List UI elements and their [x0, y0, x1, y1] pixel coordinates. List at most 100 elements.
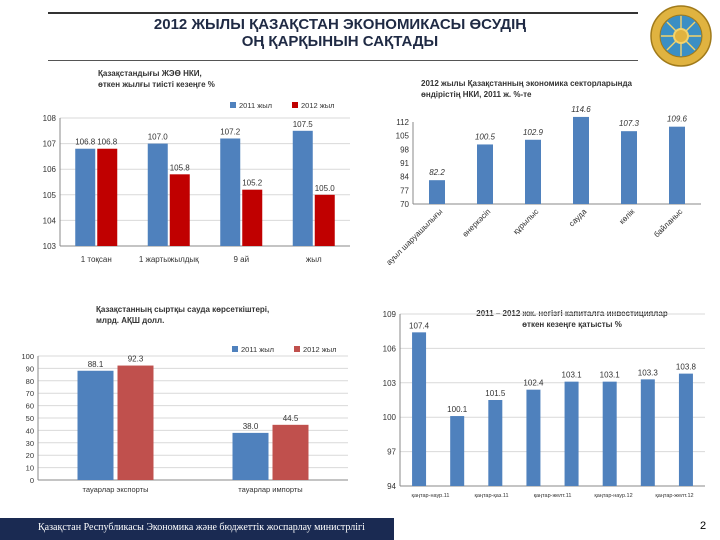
bar [526, 389, 541, 486]
x-tick-label: 9 ай [233, 255, 249, 264]
data-label: 107.4 [409, 321, 430, 330]
x-tick-label: қаңтар-желт.12 [655, 493, 693, 499]
bar [488, 400, 503, 486]
title-rule [48, 60, 638, 61]
y-tick-label: 91 [400, 159, 409, 168]
y-tick-label: 109 [383, 310, 397, 319]
data-label: 100.5 [475, 132, 496, 141]
legend-label: 2011 жыл [241, 345, 274, 354]
page-number: 2 [700, 520, 707, 532]
sector-production-chart: 2012 жылы Қазақстанның экономика секторл… [384, 79, 701, 267]
y-tick-label: 70 [400, 200, 409, 209]
x-tick-label: ауыл шаруашылығы [384, 207, 444, 267]
data-label: 88.1 [88, 360, 104, 369]
y-tick-label: 60 [26, 402, 34, 411]
y-tick-label: 94 [387, 482, 396, 491]
slide-title: 2012 ЖЫЛЫ ҚАЗАҚСТАН ЭКОНОМИКАСЫ ӨСУДІҢ О… [60, 16, 620, 50]
foreign-trade-chart: Қазақстанның сыртқы сауда көрсеткіштері,… [21, 305, 348, 494]
data-label: 102.9 [523, 128, 544, 137]
bar [669, 126, 685, 204]
data-label: 101.5 [485, 389, 506, 398]
chart-subtitle: өткен кезеңге қатысты % [522, 320, 622, 329]
top-rule [48, 12, 638, 14]
y-tick-label: 98 [400, 145, 409, 154]
x-tick-label: құрылыс [511, 207, 540, 236]
data-label: 82.2 [429, 168, 445, 177]
data-label: 107.3 [619, 119, 640, 128]
y-tick-label: 105 [396, 132, 410, 141]
data-label: 105.2 [242, 179, 263, 188]
bar [292, 130, 313, 246]
y-tick-label: 103 [383, 379, 397, 388]
data-label: 105.0 [315, 184, 336, 193]
chart-title: Қазақстанның сыртқы сауда көрсеткіштері, [96, 305, 269, 314]
legend-swatch [232, 346, 238, 352]
bar [602, 381, 617, 486]
bar [450, 416, 465, 486]
chart-title: 2012 жылы Қазақстанның экономика секторл… [421, 79, 633, 88]
chart-subtitle: өндірістің НКИ, 2011 ж. %-те [421, 90, 532, 99]
chart-subtitle: өткен жылғы тиісті кезеңге % [98, 80, 215, 89]
x-tick-label: жыл [306, 255, 322, 264]
y-tick-label: 77 [400, 186, 409, 195]
data-label: 105.8 [170, 163, 191, 172]
y-tick-label: 40 [26, 426, 34, 435]
data-label: 100.1 [447, 405, 468, 414]
data-label: 109.6 [667, 115, 688, 124]
x-tick-label: байланыс [652, 207, 684, 239]
legend-swatch [294, 346, 300, 352]
y-tick-label: 10 [26, 464, 34, 473]
y-tick-label: 84 [400, 173, 409, 182]
bar [232, 432, 269, 480]
bar [640, 379, 655, 486]
legend-label: 2012 жыл [303, 345, 337, 354]
chart-title: Қазақстандығы ЖЭӨ НКИ, [98, 69, 202, 78]
chart-subtitle: млрд. АҚШ долл. [96, 316, 164, 325]
y-tick-label: 97 [387, 448, 396, 457]
data-label: 106.8 [75, 138, 96, 147]
data-label: 114.6 [571, 105, 591, 114]
bar [429, 180, 445, 204]
footer-text: Қазақстан Республикасы Экономика және бю… [38, 522, 365, 533]
bar [412, 332, 427, 486]
bar [573, 116, 589, 204]
bar [75, 148, 96, 246]
y-tick-label: 106 [383, 344, 397, 353]
bar [77, 370, 114, 480]
data-label: 107.0 [148, 133, 169, 142]
y-tick-label: 106 [43, 165, 57, 174]
bar [621, 131, 637, 204]
bar [477, 144, 493, 204]
data-label: 107.5 [293, 120, 314, 129]
bar [169, 174, 190, 246]
data-label: 103.8 [676, 363, 697, 372]
y-tick-label: 104 [43, 216, 57, 225]
y-tick-label: 108 [43, 114, 57, 123]
data-label: 102.4 [523, 379, 544, 388]
x-tick-label: қаңтар-наур.12 [594, 493, 632, 499]
x-tick-label: тауарлар экспорты [83, 485, 149, 494]
gdp-growth-chart: Қазақстандығы ЖЭӨ НКИ, өткен жылғы тиісті… [43, 69, 350, 264]
x-tick-label: өнеркәсіп [461, 207, 493, 239]
y-tick-label: 70 [26, 389, 34, 398]
x-tick-label: қаңтар-наур.11 [412, 493, 450, 499]
data-label: 106.8 [97, 138, 118, 147]
bar [272, 424, 309, 480]
legend-label: 2011 жыл [239, 101, 272, 110]
y-tick-label: 0 [30, 476, 34, 485]
x-tick-label: 1 тоқсан [81, 255, 112, 264]
bar [147, 143, 168, 246]
data-label: 38.0 [243, 422, 259, 431]
data-label: 103.3 [638, 368, 659, 377]
bar [678, 373, 693, 486]
footer-bar: Қазақстан Республикасы Экономика және бю… [0, 518, 394, 540]
data-label: 107.2 [220, 127, 241, 136]
x-tick-label: тауарлар импорты [238, 485, 302, 494]
bar [220, 138, 241, 246]
legend-label: 2012 жыл [301, 101, 335, 110]
bar [97, 148, 118, 246]
y-tick-label: 107 [43, 140, 57, 149]
data-label: 103.1 [562, 371, 583, 380]
state-emblem-icon [650, 5, 712, 67]
y-tick-label: 112 [396, 118, 409, 127]
